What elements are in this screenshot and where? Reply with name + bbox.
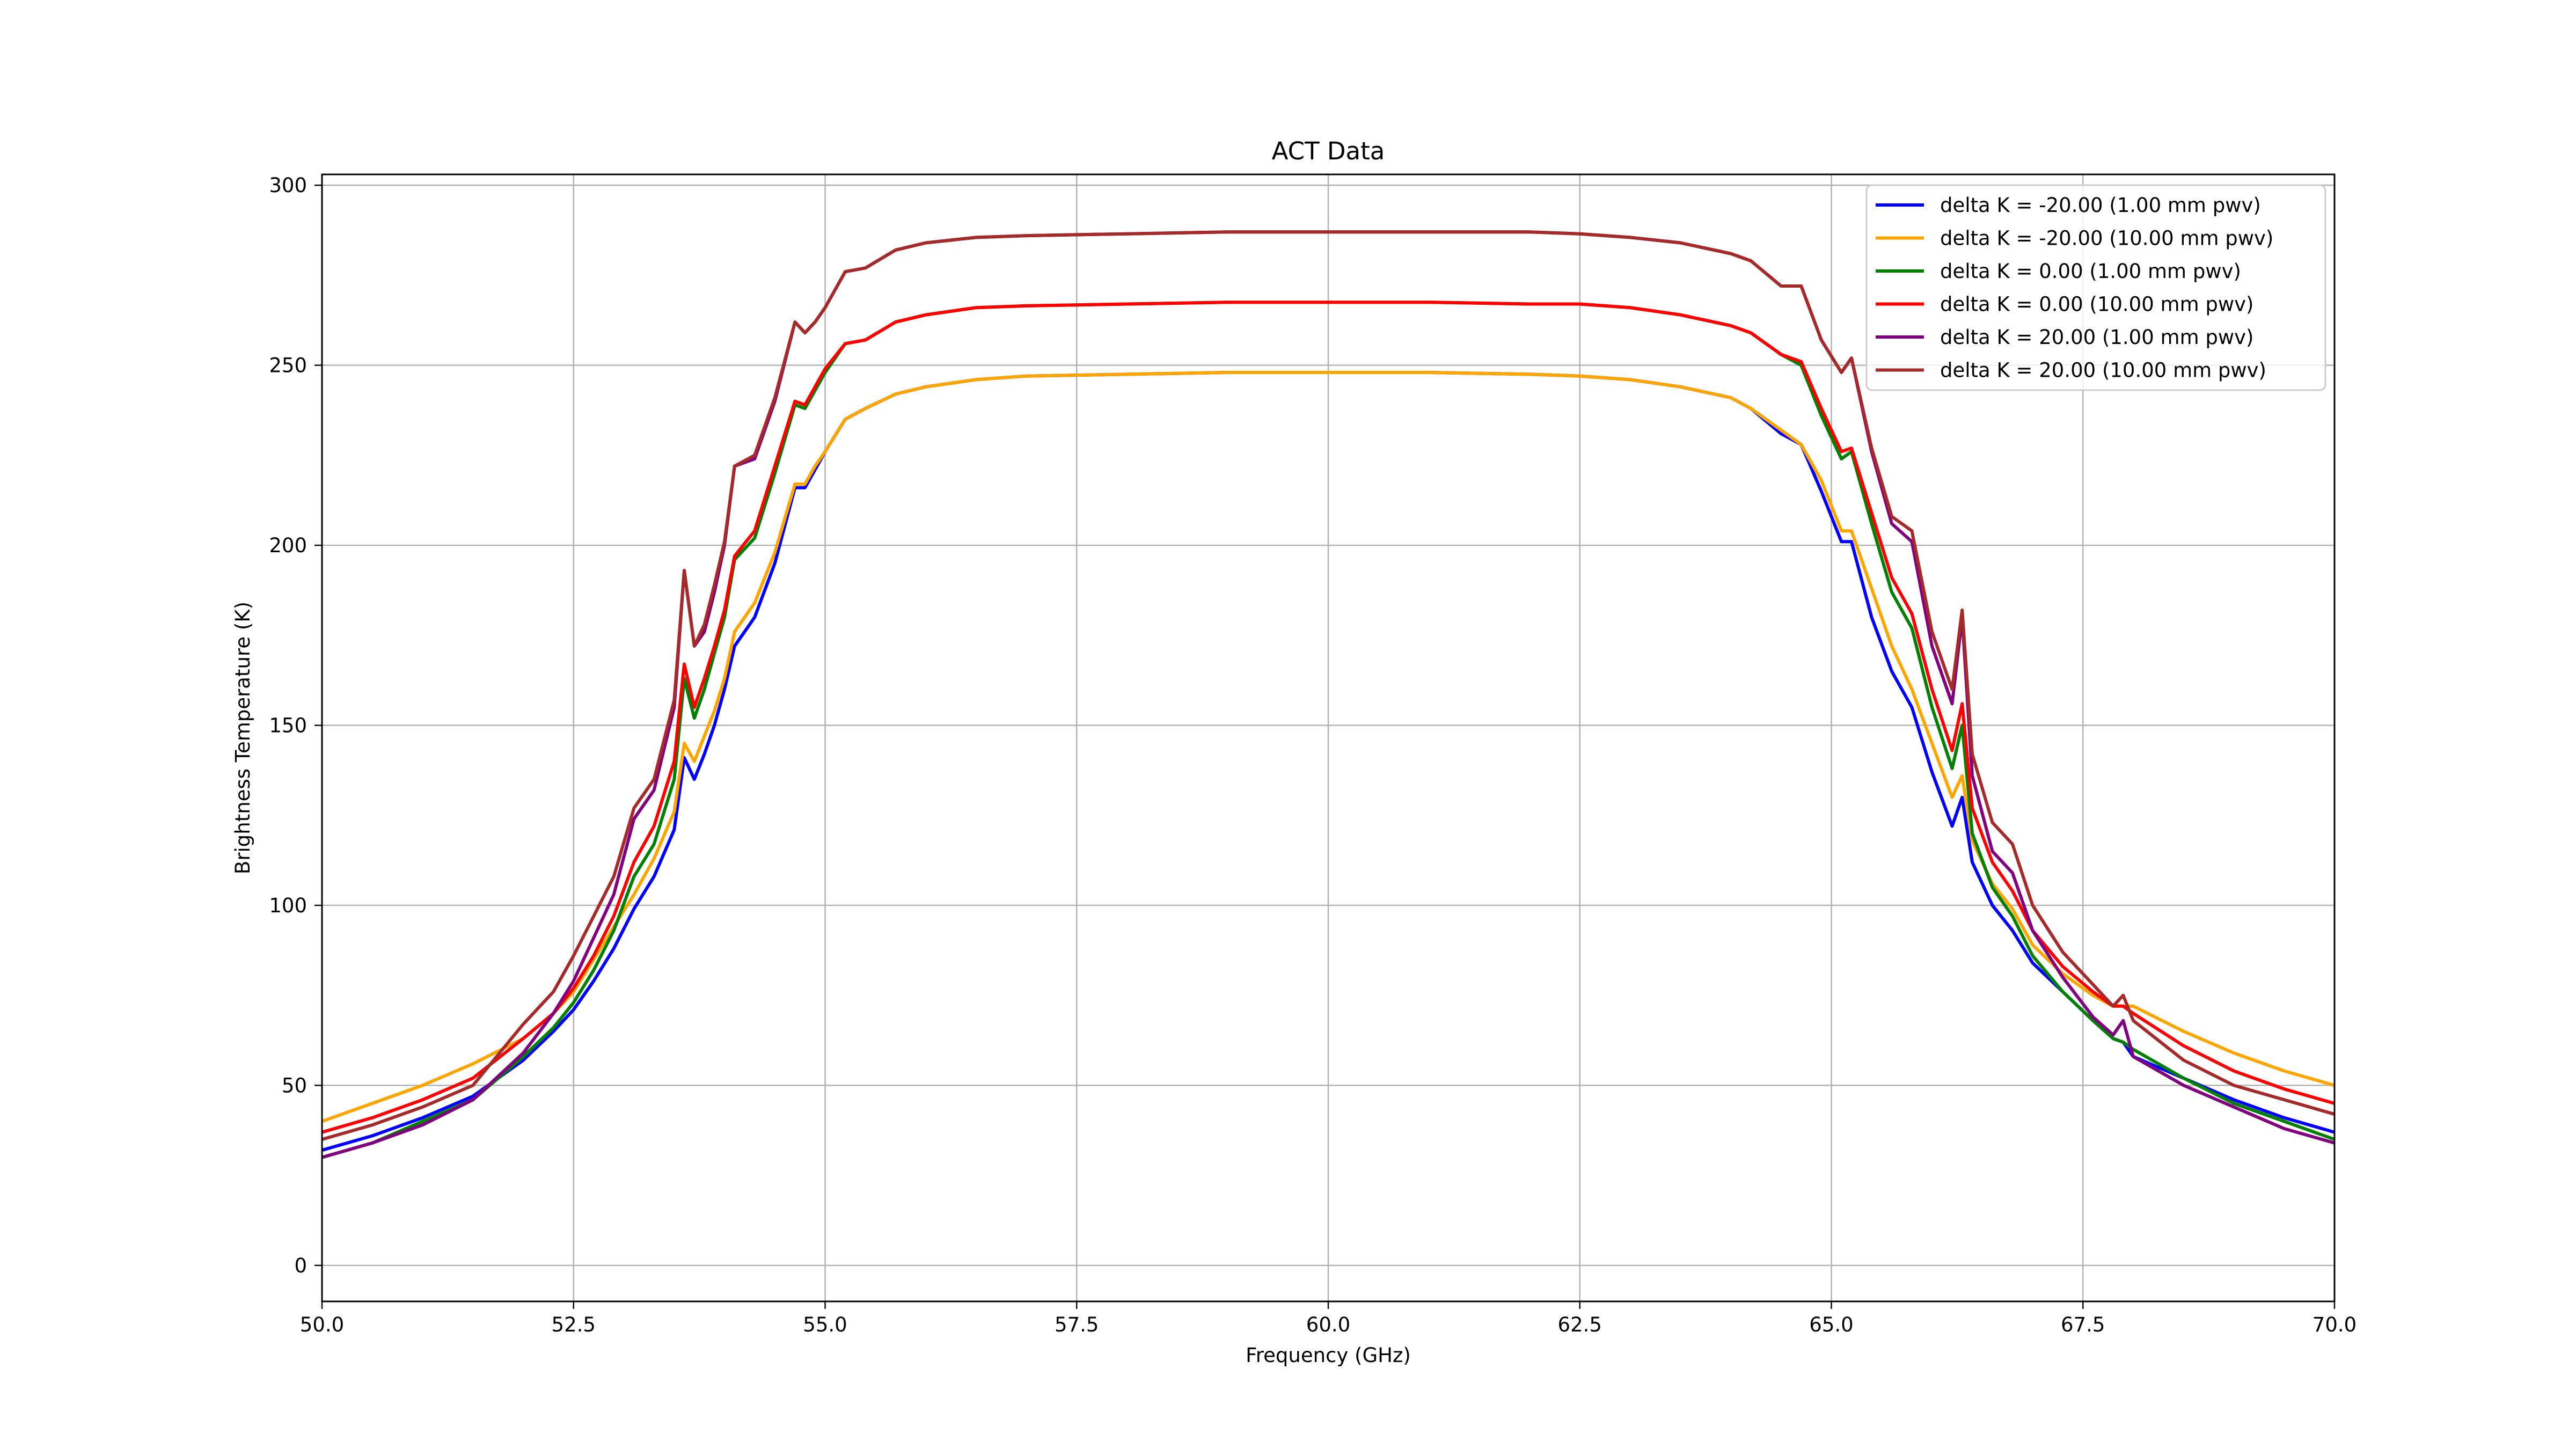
legend-label: delta K = 0.00 (1.00 mm pwv)	[1940, 260, 2241, 283]
legend-label: delta K = -20.00 (1.00 mm pwv)	[1940, 194, 2261, 217]
x-tick-label: 55.0	[803, 1313, 847, 1336]
y-axis-label: Brightness Temperature (K)	[231, 602, 254, 874]
x-tick-label: 70.0	[2312, 1313, 2357, 1336]
x-tick-label: 65.0	[1809, 1313, 1853, 1336]
y-tick-label: 250	[269, 354, 307, 377]
y-tick-label: 300	[269, 174, 307, 197]
axis-ticks: 50.0 52.5 55.0 57.5 60.0 62.5 65.0 67.5 70.0 0 50 1…	[269, 174, 2357, 1336]
chart-title: ACT Data	[1272, 137, 1385, 165]
legend: delta K = -20.00 (1.00 mm pwv) delta K = …	[1865, 184, 2326, 391]
legend-box	[1865, 184, 2326, 391]
y-tick-label: 100	[269, 894, 307, 917]
series-line-4	[322, 301, 2334, 1134]
y-tick-label: 200	[269, 534, 307, 557]
x-tick-label: 57.5	[1055, 1313, 1099, 1336]
series-line-2	[322, 371, 2334, 1123]
y-tick-label: 0	[294, 1254, 307, 1277]
series-line-6	[322, 230, 2334, 1141]
x-tick-label: 60.0	[1306, 1313, 1350, 1336]
y-tick-label: 150	[269, 714, 307, 737]
x-tick-label: 62.5	[1558, 1313, 1602, 1336]
x-tick-label: 52.5	[552, 1313, 596, 1336]
legend-label: delta K = -20.00 (10.00 mm pwv)	[1940, 227, 2273, 250]
x-tick-label: 67.5	[2061, 1313, 2105, 1336]
x-axis-label: Frequency (GHz)	[1246, 1344, 1411, 1367]
y-tick-label: 50	[282, 1074, 307, 1097]
legend-label: delta K = 20.00 (1.00 mm pwv)	[1940, 326, 2253, 349]
x-tick-label: 50.0	[300, 1313, 344, 1336]
legend-label: delta K = 20.00 (10.00 mm pwv)	[1940, 359, 2266, 382]
legend-label: delta K = 0.00 (10.00 mm pwv)	[1940, 293, 2253, 316]
series-lines	[322, 230, 2334, 1159]
